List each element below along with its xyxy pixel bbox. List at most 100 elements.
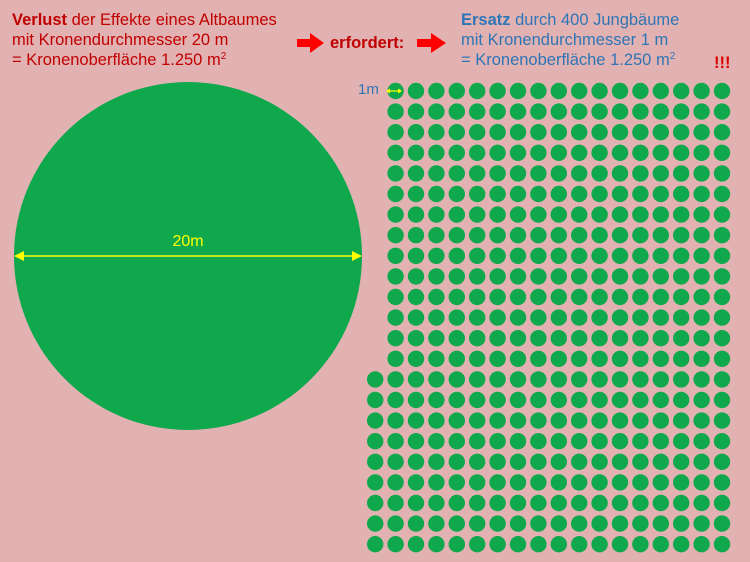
- young-tree-crown: [448, 185, 465, 203]
- young-tree-crown: [632, 144, 649, 161]
- young-tree-crown: [509, 433, 527, 450]
- young-tree-crown: [571, 247, 588, 264]
- replacement-line-2: mit Kronendurchmesser 1 m: [461, 31, 669, 49]
- young-tree-crown: [611, 206, 629, 223]
- young-tree-crown: [713, 124, 731, 141]
- young-tree-crown: [530, 412, 547, 429]
- young-tree-crown: [652, 185, 669, 203]
- small-arrowhead-right: [398, 88, 402, 94]
- young-tree-crown: [591, 350, 608, 367]
- young-tree-crown: [713, 82, 731, 100]
- young-tree-crown: [469, 536, 486, 553]
- young-tree-crown: [489, 185, 506, 203]
- young-tree-crown: [611, 412, 629, 429]
- young-tree-crown: [448, 247, 465, 264]
- young-tree-crown: [693, 82, 710, 100]
- young-tree-crown: [550, 474, 567, 491]
- young-tree-crown: [530, 288, 547, 306]
- young-tree-crown: [509, 350, 527, 367]
- young-tree-crown: [652, 330, 669, 347]
- young-tree-crown: [652, 82, 669, 100]
- young-tree-crown: [509, 103, 527, 120]
- replacement-description: Ersatz durch 400 Jungbäume mit Kronendur…: [461, 10, 679, 70]
- young-tree-crown: [632, 412, 649, 429]
- young-tree-crown: [469, 494, 486, 512]
- young-tree-crown: [550, 494, 567, 512]
- young-tree-crown: [652, 124, 669, 141]
- young-tree-crown: [713, 474, 731, 491]
- young-tree-crown: [509, 412, 527, 429]
- young-tree-crown: [469, 330, 486, 347]
- young-tree-crown: [428, 412, 445, 429]
- young-tree-crown: [550, 433, 567, 450]
- young-tree-crown: [469, 144, 486, 161]
- young-tree-crown: [632, 433, 649, 450]
- young-tree-crown: [387, 330, 404, 347]
- young-tree-crown: [713, 433, 731, 450]
- young-tree-crown: [571, 206, 588, 223]
- young-tree-crown: [367, 536, 384, 553]
- young-tree-crown: [652, 494, 669, 512]
- replacement-area-exponent: 2: [669, 51, 676, 62]
- young-tree-crown: [673, 350, 690, 367]
- young-tree-crown: [530, 206, 547, 223]
- young-tree-crown: [571, 309, 588, 326]
- young-tree-crown: [489, 412, 506, 429]
- young-tree-crown: [469, 453, 486, 470]
- young-tree-crown: [407, 144, 425, 161]
- young-tree-crown: [713, 350, 731, 367]
- young-tree-crown: [448, 350, 465, 367]
- young-tree-crown: [571, 515, 588, 532]
- young-tree-crown: [530, 268, 547, 285]
- young-tree-crown: [591, 103, 608, 120]
- young-tree-crown: [448, 474, 465, 491]
- young-tree-crown: [673, 185, 690, 203]
- young-tree-crown: [428, 515, 445, 532]
- young-tree-crown: [693, 391, 710, 409]
- young-tree-crown: [571, 165, 588, 182]
- young-tree-crown: [652, 288, 669, 306]
- young-tree-crown: [407, 165, 425, 182]
- young-tree-crown: [530, 433, 547, 450]
- diameter-arrowhead-left: [14, 251, 24, 261]
- young-tree-crown: [652, 474, 669, 491]
- young-tree-crown: [448, 330, 465, 347]
- young-tree-crown: [632, 371, 649, 388]
- young-tree-crown: [632, 494, 649, 512]
- young-tree-crown: [611, 474, 629, 491]
- young-tree-crown: [489, 103, 506, 120]
- young-tree-crown: [367, 371, 384, 388]
- young-tree-crown: [713, 371, 731, 388]
- young-tree-crown: [428, 453, 445, 470]
- young-tree-crown: [489, 144, 506, 161]
- young-tree-crown: [673, 227, 690, 244]
- young-tree-crown: [428, 391, 445, 409]
- young-tree-crown: [367, 474, 384, 491]
- young-tree-crown: [387, 247, 404, 264]
- young-tree-crown: [530, 309, 547, 326]
- young-tree-crown: [428, 185, 445, 203]
- young-tree-crown: [489, 124, 506, 141]
- young-tree-crown: [571, 371, 588, 388]
- loss-area-text: = Kronenoberfläche 1.250 m: [12, 51, 221, 69]
- young-tree-crown: [448, 536, 465, 553]
- young-tree-crown: [530, 124, 547, 141]
- young-tree-crown: [571, 494, 588, 512]
- young-tree-crown: [448, 82, 465, 100]
- young-tree-crown: [387, 227, 404, 244]
- young-tree-crown: [693, 515, 710, 532]
- young-tree-crown: [571, 330, 588, 347]
- young-tree-crown: [387, 309, 404, 326]
- young-tree-crown: [448, 206, 465, 223]
- young-tree-crown: [530, 536, 547, 553]
- young-tree-crown: [407, 124, 425, 141]
- young-tree-crown: [530, 371, 547, 388]
- young-tree-crown: [550, 206, 567, 223]
- young-tree-crown: [387, 268, 404, 285]
- young-tree-crown: [611, 144, 629, 161]
- young-tree-crown: [448, 412, 465, 429]
- young-tree-crown: [673, 494, 690, 512]
- young-tree-crown: [448, 494, 465, 512]
- young-tree-crown: [448, 453, 465, 470]
